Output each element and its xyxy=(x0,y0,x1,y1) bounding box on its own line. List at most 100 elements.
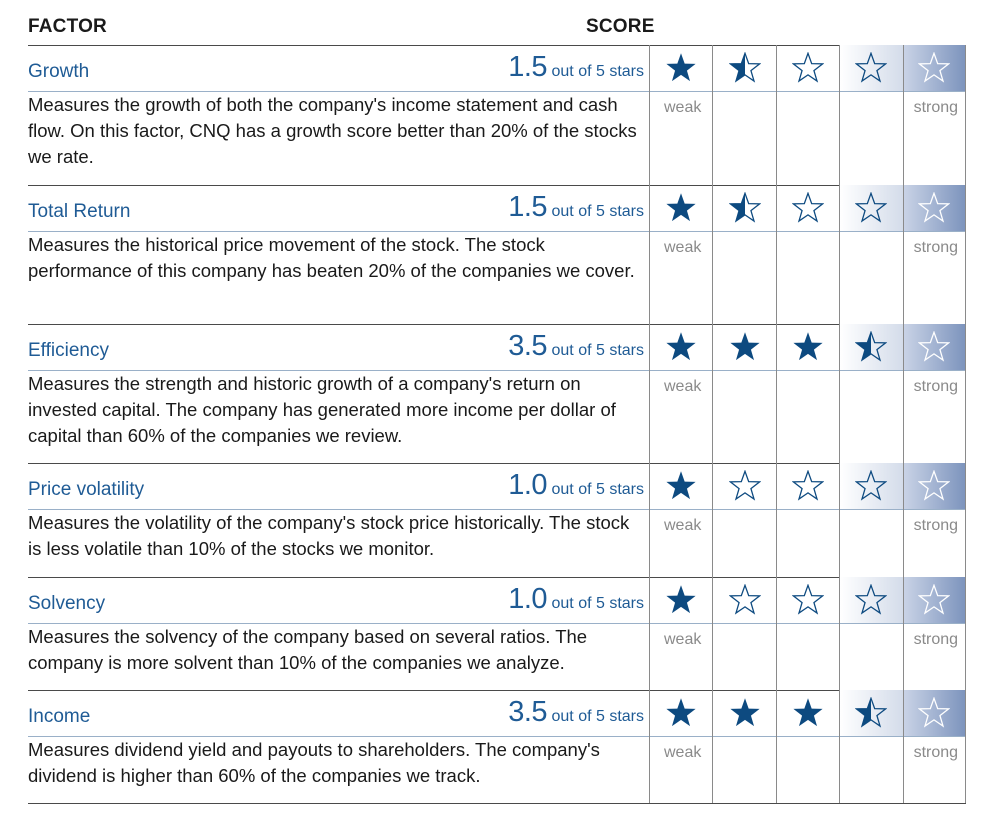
scale-cell xyxy=(839,736,902,804)
scale-cell xyxy=(712,370,775,463)
scale-cell xyxy=(712,231,775,324)
star-cell xyxy=(775,45,839,91)
scale-cell xyxy=(839,623,902,690)
star-rating: weak strong xyxy=(649,577,966,690)
factor-description: Measures the solvency of the company bas… xyxy=(28,626,588,673)
star-cell xyxy=(649,185,712,231)
factor-score: 1.0 out of 5 stars xyxy=(508,583,644,616)
star-cell xyxy=(649,577,712,623)
star-half-icon xyxy=(728,52,761,83)
star-cell xyxy=(902,577,966,623)
score-out-of-label: out of 5 stars xyxy=(551,481,645,498)
factor-score: 1.0 out of 5 stars xyxy=(508,469,644,502)
star-rating: weak strong xyxy=(649,324,966,463)
scale-cell xyxy=(839,370,902,463)
star-cell xyxy=(839,577,903,623)
star-cell xyxy=(712,577,775,623)
scale-cell xyxy=(775,509,839,577)
scale-cell: weak xyxy=(649,91,712,185)
star-empty-icon xyxy=(855,470,888,501)
star-filled-icon xyxy=(666,193,696,222)
factor-row: Solvency 1.0 out of 5 stars Measures the s… xyxy=(0,577,992,690)
star-empty-icon xyxy=(918,52,951,83)
scale-weak-label: weak xyxy=(664,239,702,256)
star-cell xyxy=(712,690,775,736)
star-cell xyxy=(839,185,903,231)
factor-row: Growth 1.5 out of 5 stars Measures the gro… xyxy=(0,45,992,185)
score-value: 1.5 xyxy=(508,191,548,223)
star-filled-icon xyxy=(666,585,696,614)
score-out-of-label: out of 5 stars xyxy=(551,342,645,359)
star-cell xyxy=(839,690,903,736)
factor-column-header: FACTOR xyxy=(28,16,107,37)
scale-weak-label: weak xyxy=(664,99,702,116)
star-half-icon xyxy=(728,192,761,223)
star-cell xyxy=(712,45,775,91)
factor-row: Price volatility 1.0 out of 5 stars Measur… xyxy=(0,463,992,577)
scale-strong-label: strong xyxy=(913,744,959,761)
star-cell xyxy=(775,577,839,623)
scale-cell: weak xyxy=(649,370,712,463)
factor-name: Price volatility xyxy=(28,479,145,500)
star-cell xyxy=(712,463,775,509)
factor-name: Efficiency xyxy=(28,340,109,361)
star-cell xyxy=(902,185,966,231)
factor-description: Measures the volatility of the company's… xyxy=(28,512,630,559)
star-rating: weak strong xyxy=(649,185,966,324)
scale-cell: strong xyxy=(902,370,966,463)
factor-description: Measures the growth of both the company'… xyxy=(28,94,637,167)
scale-cell xyxy=(839,231,902,324)
star-filled-icon xyxy=(666,471,696,500)
star-filled-icon xyxy=(729,698,760,727)
score-out-of-label: out of 5 stars xyxy=(551,708,645,725)
star-cell xyxy=(839,45,903,91)
star-empty-icon xyxy=(791,192,824,223)
star-cell xyxy=(775,463,839,509)
score-value: 1.0 xyxy=(508,469,548,501)
table-bottom-line xyxy=(28,803,966,804)
factor-score: 3.5 out of 5 stars xyxy=(508,330,644,363)
scale-cell xyxy=(712,736,775,804)
star-rating: weak strong xyxy=(649,45,966,185)
star-cell xyxy=(649,690,712,736)
scale-cell: weak xyxy=(649,623,712,690)
star-cell xyxy=(775,185,839,231)
star-cell xyxy=(649,463,712,509)
star-empty-icon xyxy=(918,470,951,501)
row-divider xyxy=(28,690,966,691)
star-cell xyxy=(902,463,966,509)
score-out-of-label: out of 5 stars xyxy=(551,203,645,220)
star-cell xyxy=(839,463,903,509)
factor-name: Growth xyxy=(28,61,90,82)
scale-cell xyxy=(775,736,839,804)
scale-strong-label: strong xyxy=(913,378,959,395)
row-subdivider xyxy=(28,91,966,92)
scale-cell xyxy=(712,91,775,185)
star-cell xyxy=(775,324,839,370)
star-rating: weak strong xyxy=(649,690,966,804)
star-empty-icon xyxy=(918,584,951,615)
star-cell xyxy=(902,45,966,91)
row-subdivider xyxy=(28,370,966,371)
scale-cell xyxy=(775,370,839,463)
scale-strong-label: strong xyxy=(913,239,959,256)
star-empty-icon xyxy=(918,192,951,223)
scale-cell: strong xyxy=(902,623,966,690)
row-divider xyxy=(28,185,966,186)
factor-score: 1.5 out of 5 stars xyxy=(508,191,644,224)
scale-cell: strong xyxy=(902,509,966,577)
score-value: 1.0 xyxy=(508,583,548,615)
scale-cell xyxy=(839,509,902,577)
star-empty-icon xyxy=(728,584,761,615)
row-divider xyxy=(28,577,966,578)
factor-description: Measures dividend yield and payouts to s… xyxy=(28,739,600,786)
scale-cell: weak xyxy=(649,509,712,577)
scale-cell xyxy=(775,91,839,185)
row-subdivider xyxy=(28,623,966,624)
star-cell xyxy=(649,45,712,91)
star-half-icon xyxy=(855,331,888,362)
scale-cell xyxy=(839,91,902,185)
star-cell xyxy=(712,185,775,231)
score-column-header: SCORE xyxy=(586,16,655,37)
star-filled-icon xyxy=(666,53,696,82)
